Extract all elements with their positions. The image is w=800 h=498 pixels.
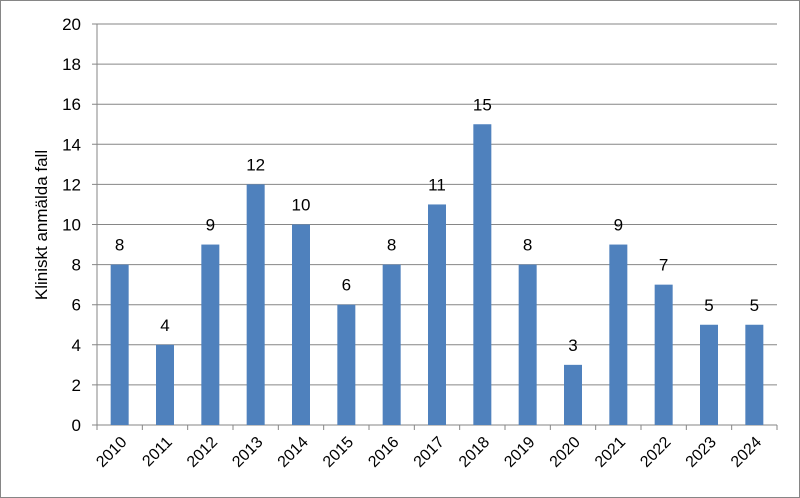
x-tick-label: 2018: [456, 434, 493, 471]
data-label-2015: 6: [342, 276, 351, 295]
y-tick-label: 6: [72, 296, 81, 315]
data-label-2018: 15: [473, 95, 492, 114]
y-tick-label: 14: [62, 135, 81, 154]
data-label-2014: 10: [292, 196, 311, 215]
data-label-2022: 7: [659, 256, 668, 275]
x-tick-label: 2021: [592, 434, 629, 471]
bar-2017: [428, 204, 446, 425]
data-label-2016: 8: [387, 236, 396, 255]
data-label-2023: 5: [704, 296, 713, 315]
x-tick-label: 2011: [139, 434, 175, 470]
x-tick-label: 2010: [93, 434, 130, 471]
y-tick-label: 0: [72, 416, 81, 435]
bar-2011: [156, 344, 174, 425]
y-tick-label: 2: [72, 376, 81, 395]
bar-2020: [564, 364, 582, 425]
bars: [110, 124, 764, 425]
x-tick-label: 2020: [547, 434, 584, 471]
bar-2016: [382, 264, 401, 425]
bar-2010: [110, 264, 129, 425]
data-label-2020: 3: [568, 336, 577, 355]
y-axis-label: Kliniskt anmälda fall: [32, 150, 51, 300]
data-label-2010: 8: [115, 236, 124, 255]
data-label-2019: 8: [523, 236, 532, 255]
bar-2015: [337, 304, 356, 425]
y-tick-label: 16: [62, 95, 81, 114]
bar-2014: [292, 224, 310, 425]
x-tick-label: 2016: [365, 434, 402, 471]
bar-2018: [473, 124, 492, 425]
x-tick-label: 2022: [637, 434, 674, 471]
bar-2019: [518, 264, 537, 425]
x-tick-label: 2014: [275, 434, 312, 471]
bar-2013: [246, 184, 265, 425]
data-labels: 8 4 9 12 10 6 8 11 15 8 3 9 7 5 5: [115, 95, 759, 355]
data-label-2012: 9: [206, 216, 215, 235]
x-tick-label: 2019: [501, 434, 538, 471]
x-tick-label: 2023: [683, 434, 720, 471]
bar-2024: [745, 324, 764, 425]
bar-2023: [700, 324, 718, 425]
x-tick-label: 2024: [728, 434, 765, 471]
bar-2021: [609, 244, 628, 425]
y-tick-label: 20: [62, 15, 81, 34]
bar-2012: [201, 244, 220, 425]
data-label-2011: 4: [160, 316, 169, 335]
y-axis-ticks: 0 2 4 6 8 10 12 14 16 18 20: [62, 15, 81, 435]
data-label-2017: 11: [428, 175, 446, 194]
x-tick-label: 2015: [320, 434, 357, 471]
data-label-2013: 12: [246, 155, 265, 174]
y-tick-label: 10: [62, 216, 81, 235]
x-tick-label: 2012: [184, 434, 221, 471]
data-label-2024: 5: [750, 296, 759, 315]
x-tick-label: 2013: [229, 434, 266, 471]
y-tick-label: 4: [72, 336, 81, 355]
x-tick-label: 2017: [411, 434, 448, 471]
y-tick-label: 8: [72, 256, 81, 275]
data-label-2021: 9: [614, 216, 623, 235]
bar-2022: [654, 284, 673, 425]
y-tick-label: 12: [62, 175, 81, 194]
y-tick-label: 18: [62, 55, 81, 74]
x-axis-ticks: 2010 2011 2012 2013 2014 2015 2016 2017 2018 2019…: [93, 425, 778, 471]
